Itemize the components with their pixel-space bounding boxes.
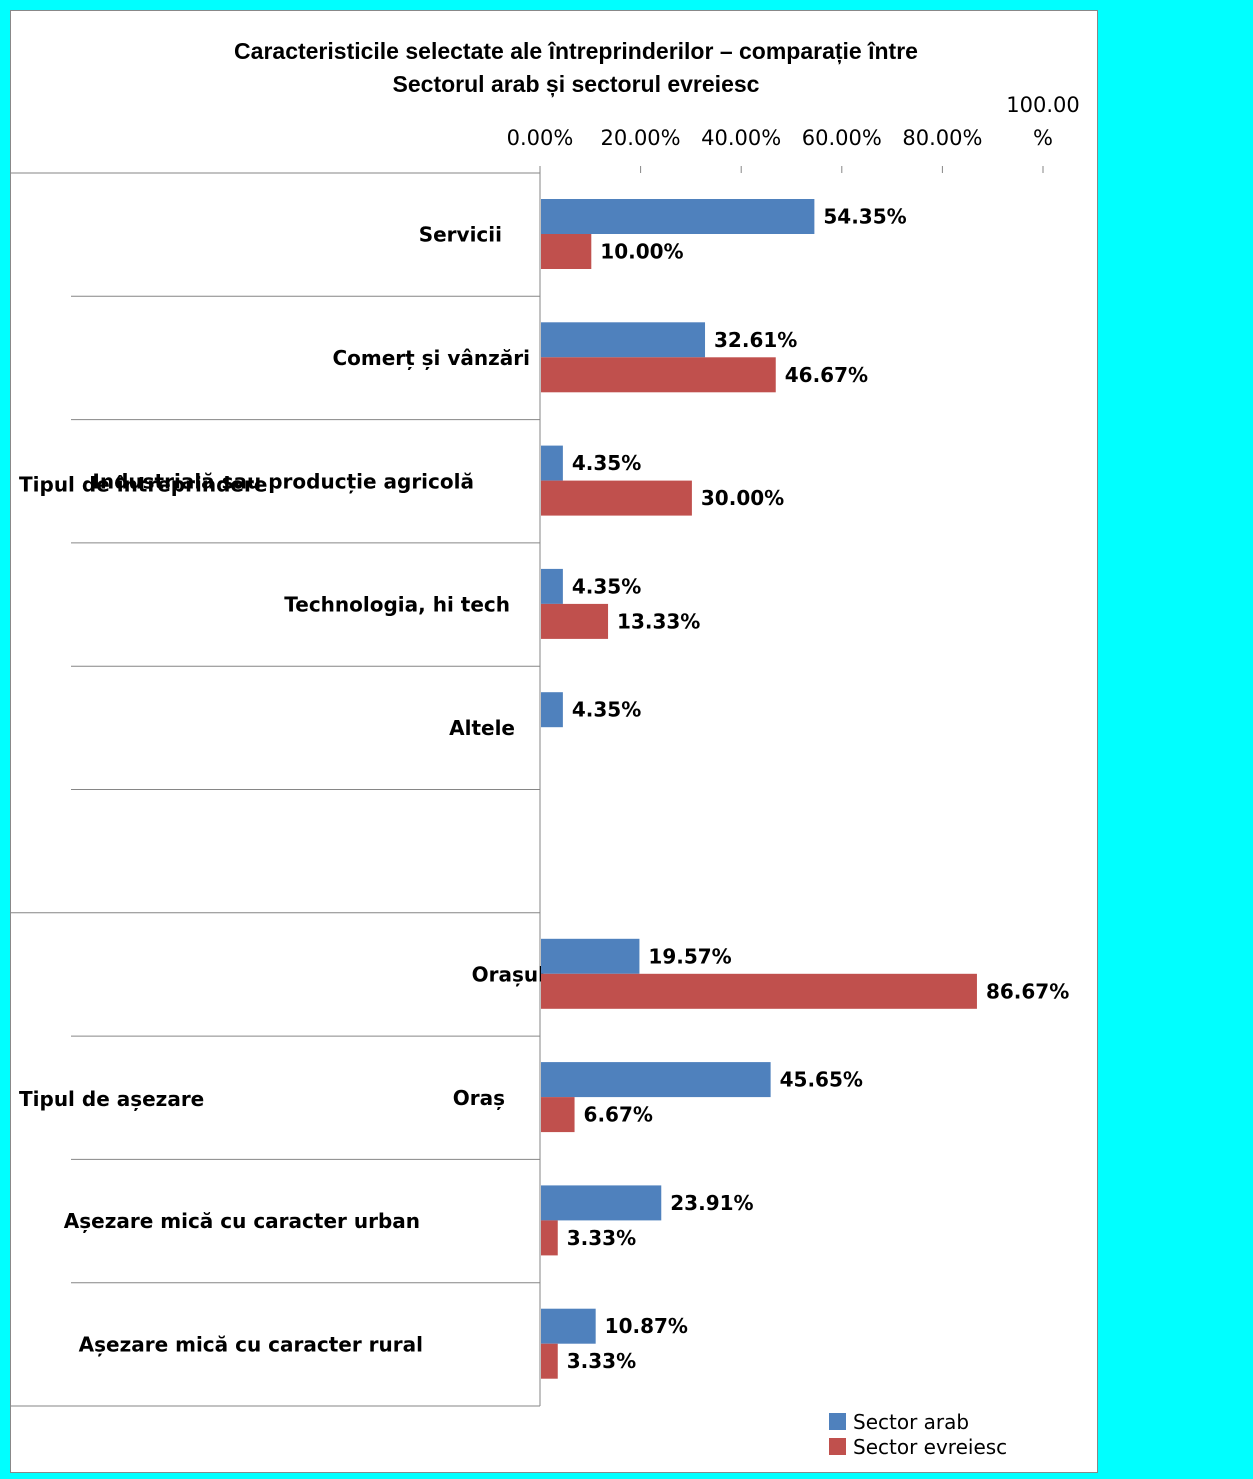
data-label: 13.33% xyxy=(617,609,700,633)
data-label: 30.00% xyxy=(701,486,784,510)
legend-label: Sector evreiesc xyxy=(853,1435,1007,1459)
bar-sector-arab xyxy=(541,1308,596,1344)
x-tick-label-unit: % xyxy=(1033,126,1053,150)
data-label: 19.57% xyxy=(648,944,731,968)
data-label: 54.35% xyxy=(823,205,906,229)
bar-sector-arab xyxy=(541,199,815,234)
x-tick-label: 80.00% xyxy=(902,126,982,150)
category-label: Technologia, hi tech xyxy=(284,593,510,617)
category-label: Așezare mică cu caracter rural xyxy=(79,1332,423,1356)
bar-sector-evreiesc xyxy=(541,973,977,1009)
bar-sector-arab xyxy=(541,322,706,358)
data-label: 23.91% xyxy=(670,1191,753,1215)
bar-sector-arab xyxy=(541,692,563,728)
category-label: Comerț și vânzări xyxy=(332,346,530,370)
data-label: 3.33% xyxy=(567,1349,636,1373)
bar-sector-evreiesc xyxy=(541,1343,558,1379)
chart-title-line-1: Caracteristicile selectate ale întreprin… xyxy=(234,38,918,64)
category-label: Oraș xyxy=(453,1086,505,1110)
data-label: 46.67% xyxy=(785,363,868,387)
legend-swatch xyxy=(829,1438,846,1455)
x-tick-label: 40.00% xyxy=(701,126,781,150)
category-label: Orașul xyxy=(472,962,545,986)
category-label: Așezare mică cu caracter urban xyxy=(64,1209,420,1233)
x-tick-label: 20.00% xyxy=(601,126,681,150)
bar-sector-evreiesc xyxy=(541,1097,575,1133)
x-tick-label: 100.00 xyxy=(1006,93,1079,117)
bar-sector-evreiesc xyxy=(541,603,609,639)
chart-area: Caracteristicile selectate ale întreprin… xyxy=(10,10,1098,1473)
bar-sector-arab xyxy=(541,568,563,604)
legend-label: Sector arab xyxy=(853,1410,969,1434)
data-label: 86.67% xyxy=(986,979,1069,1003)
bar-sector-arab xyxy=(541,1185,662,1221)
bar-sector-arab xyxy=(541,1062,771,1098)
category-label: Servicii xyxy=(419,223,502,247)
group-label: Tipul de întreprindere xyxy=(19,472,267,496)
data-label: 3.33% xyxy=(567,1226,636,1250)
bar-sector-arab xyxy=(541,445,563,481)
bar-sector-evreiesc xyxy=(541,357,776,393)
bar-sector-evreiesc xyxy=(541,234,592,269)
data-label: 4.35% xyxy=(572,574,641,598)
data-label: 32.61% xyxy=(714,328,797,352)
data-label: 4.35% xyxy=(572,451,641,475)
bar-sector-evreiesc xyxy=(541,1220,558,1256)
legend-swatch xyxy=(829,1413,846,1430)
chart-title-line-2: Sectorul arab și sectorul evreiesc xyxy=(392,71,760,97)
data-label: 10.00% xyxy=(600,240,683,264)
bar-sector-arab xyxy=(541,938,640,974)
data-label: 6.67% xyxy=(584,1103,653,1127)
x-tick-label: 0.00% xyxy=(507,126,574,150)
group-label: Tipul de așezare xyxy=(19,1087,204,1111)
data-label: 10.87% xyxy=(605,1314,688,1338)
bar-sector-evreiesc xyxy=(541,480,692,516)
data-label: 4.35% xyxy=(572,698,641,722)
category-label: Industrială sau producție agricolă xyxy=(92,469,474,493)
data-label: 45.65% xyxy=(780,1068,863,1092)
bar-chart: 0.00% 20.00% 40.00% 60.00% 80.00% 100.00% Tipu… xyxy=(11,93,1080,1459)
category-label: Altele xyxy=(449,716,515,740)
x-tick-label: 60.00% xyxy=(802,126,882,150)
